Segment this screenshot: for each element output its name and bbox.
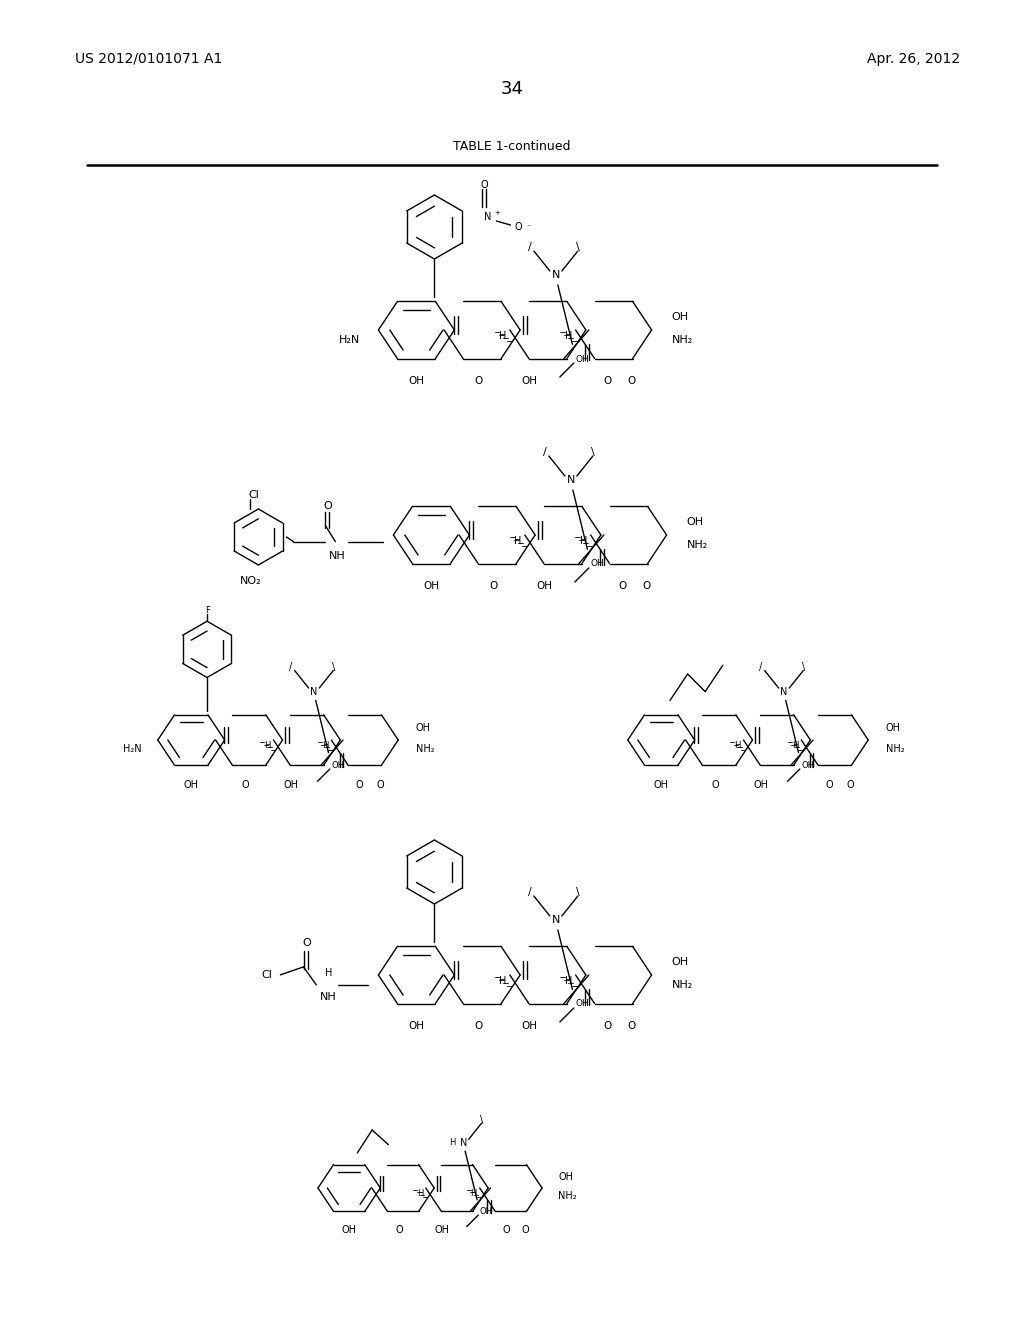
Text: O: O (514, 222, 522, 232)
Text: OH: OH (522, 376, 538, 385)
Text: O: O (480, 180, 488, 190)
Text: H: H (322, 741, 328, 750)
Text: O: O (618, 581, 627, 591)
Text: O: O (847, 780, 854, 789)
Text: \: \ (480, 1115, 483, 1125)
Text: NH₂: NH₂ (416, 743, 434, 754)
Text: H: H (499, 977, 506, 986)
Text: N: N (780, 686, 787, 697)
Text: NH₂: NH₂ (886, 743, 904, 754)
Text: O: O (604, 1020, 612, 1031)
Text: H: H (514, 536, 521, 546)
Text: OH: OH (558, 1172, 573, 1183)
Text: H: H (564, 977, 572, 986)
Text: OH: OH (522, 1020, 538, 1031)
Text: O: O (377, 780, 384, 789)
Text: O: O (642, 581, 650, 591)
Text: H: H (792, 741, 798, 750)
Text: OH: OH (672, 312, 689, 322)
Text: H₂N: H₂N (339, 335, 360, 345)
Text: OH: OH (653, 780, 669, 789)
Text: O: O (628, 376, 636, 385)
Text: F: F (205, 606, 210, 615)
Text: O: O (474, 1020, 482, 1031)
Text: O: O (503, 1225, 510, 1234)
Text: Cl: Cl (261, 970, 272, 979)
Text: OH: OH (342, 1225, 356, 1234)
Text: OH: OH (183, 780, 199, 789)
Text: O: O (302, 939, 310, 948)
Text: H: H (417, 1188, 423, 1197)
Text: OH: OH (435, 1225, 450, 1234)
Text: NH₂: NH₂ (558, 1191, 578, 1201)
Text: OH: OH (591, 560, 604, 569)
Text: NH₂: NH₂ (672, 335, 693, 345)
Text: O: O (604, 376, 612, 385)
Text: O: O (712, 780, 720, 789)
Text: TABLE 1-continued: TABLE 1-continued (454, 140, 570, 153)
Text: \: \ (575, 887, 580, 898)
Text: OH: OH (409, 376, 424, 385)
Text: /: / (290, 661, 293, 672)
Text: H: H (564, 331, 572, 342)
Text: N: N (310, 686, 317, 697)
Text: H: H (499, 331, 506, 342)
Text: /: / (760, 661, 763, 672)
Text: OH: OH (575, 999, 590, 1008)
Text: NH: NH (329, 550, 346, 561)
Text: OH: OH (480, 1208, 493, 1216)
Text: OH: OH (754, 780, 769, 789)
Text: NH₂: NH₂ (672, 979, 693, 990)
Text: H: H (580, 536, 587, 546)
Text: US 2012/0101071 A1: US 2012/0101071 A1 (75, 51, 222, 66)
Text: OH: OH (423, 581, 439, 591)
Text: O: O (242, 780, 250, 789)
Text: H: H (449, 1138, 456, 1147)
Text: NO₂: NO₂ (240, 576, 261, 586)
Text: O: O (489, 581, 498, 591)
Text: OH: OH (575, 355, 590, 363)
Text: H: H (471, 1188, 477, 1197)
Text: O: O (628, 1020, 636, 1031)
Text: OH: OH (537, 581, 553, 591)
Text: N: N (460, 1138, 467, 1148)
Text: O: O (356, 780, 364, 789)
Text: Apr. 26, 2012: Apr. 26, 2012 (867, 51, 961, 66)
Text: \: \ (575, 242, 580, 252)
Text: N: N (484, 213, 492, 222)
Text: O: O (826, 780, 834, 789)
Text: OH: OH (886, 723, 901, 734)
Text: H₂N: H₂N (123, 743, 142, 754)
Text: \: \ (802, 661, 805, 672)
Text: OH: OH (416, 723, 431, 734)
Text: N: N (552, 915, 560, 925)
Text: +: + (495, 210, 501, 216)
Text: N: N (552, 271, 560, 280)
Text: H: H (264, 741, 270, 750)
Text: OH: OH (672, 957, 689, 966)
Text: /: / (528, 887, 531, 898)
Text: ⁻: ⁻ (526, 223, 530, 231)
Text: H: H (325, 968, 332, 978)
Text: O: O (323, 500, 332, 511)
Text: H: H (734, 741, 740, 750)
Text: \: \ (332, 661, 335, 672)
Text: OH: OH (802, 762, 814, 770)
Text: /: / (543, 447, 547, 457)
Text: O: O (396, 1225, 403, 1234)
Text: OH: OH (687, 517, 703, 527)
Text: 34: 34 (501, 81, 523, 98)
Text: Cl: Cl (249, 490, 259, 500)
Text: OH: OH (409, 1020, 424, 1031)
Text: \: \ (591, 447, 595, 457)
Text: N: N (566, 475, 575, 484)
Text: O: O (522, 1225, 529, 1234)
Text: O: O (474, 376, 482, 385)
Text: /: / (528, 242, 531, 252)
Text: NH: NH (321, 991, 337, 1002)
Text: OH: OH (284, 780, 299, 789)
Text: NH₂: NH₂ (687, 540, 708, 550)
Text: OH: OH (332, 762, 344, 770)
